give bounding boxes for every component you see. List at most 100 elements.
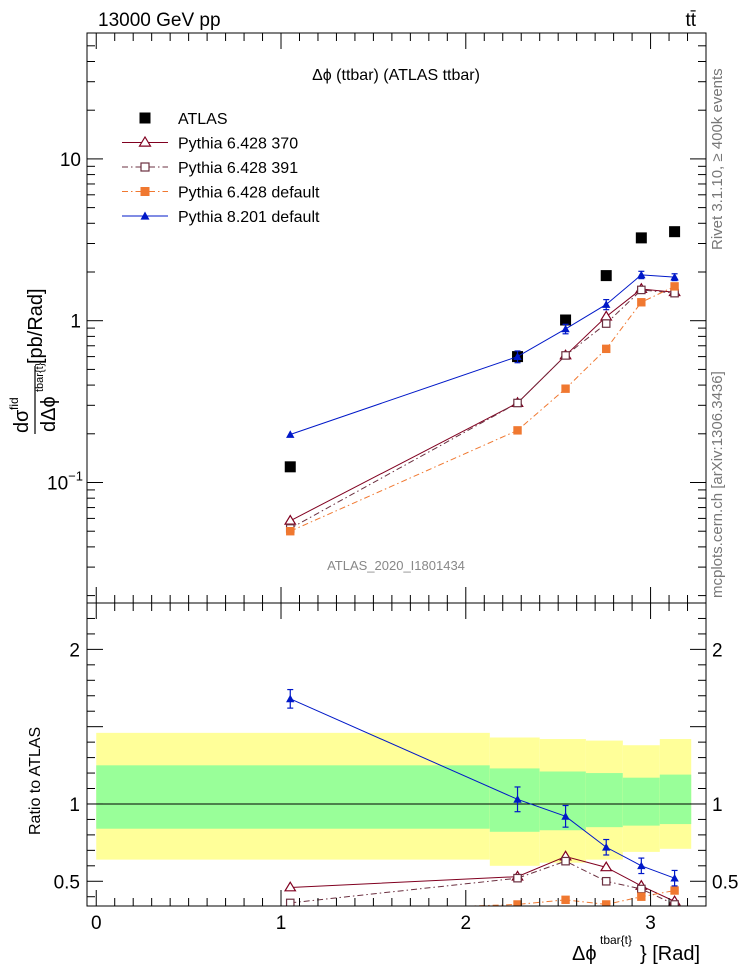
data-point (599, 860, 613, 872)
legend-label: Pythia 6.428 default (178, 185, 320, 202)
data-point (513, 352, 522, 360)
legend-marker (140, 187, 150, 196)
series-line-pythia-6-428-370 (290, 288, 675, 522)
data-point (286, 694, 295, 703)
legend-item-pythia-6-428-370: Pythia 6.428 370 (122, 136, 298, 153)
series-pythia-8-201-default (286, 270, 679, 438)
x-tick-label: 2 (461, 913, 472, 934)
data-point (285, 898, 295, 906)
main-y-label: d σ fid dΔϕ tbar{t} [pb/Rad] (7, 288, 60, 434)
data-point (513, 795, 522, 803)
ylabel-sigma: σ (11, 409, 33, 422)
y-tick-label: 10−1 (47, 469, 83, 495)
legend-marker (139, 112, 151, 124)
ylabel-d2-sub: tbar{t} (34, 362, 46, 392)
data-point (601, 319, 611, 328)
header-process: tt̄ (685, 10, 696, 31)
uncertainty-band-inner (539, 771, 586, 831)
xlabel-tail: } [Rad] (640, 943, 700, 965)
data-point (561, 351, 570, 360)
data-point (601, 876, 611, 886)
uncertainty-band-inner (489, 768, 540, 832)
uncertainty-band-inner (585, 773, 623, 828)
legend-label: Pythia 6.428 370 (178, 136, 298, 153)
ylabel-sigma-sup: fid (7, 397, 21, 410)
data-point (283, 881, 297, 892)
data-point (561, 384, 570, 393)
ratio-y-label: Ratio to ATLAS (27, 727, 44, 835)
series-pythia-8-201-default (286, 688, 679, 887)
ratio-y-tick-label: 2 (69, 640, 80, 661)
ylabel-d2: dΔϕ (38, 396, 60, 432)
data-point (513, 900, 522, 906)
data-point (513, 873, 522, 883)
ratio-y-tick-label-right: 1 (712, 795, 723, 816)
ylabel-unit: [pb/Rad] (25, 288, 47, 364)
series-pythia-6-428-default (286, 886, 679, 916)
data-point (670, 900, 679, 906)
data-point (513, 398, 522, 408)
xlabel-main: Δϕ (572, 943, 597, 965)
data-point (637, 270, 646, 279)
y-tick-label: 1 (70, 312, 81, 333)
series-pythia-6-428-391 (285, 285, 679, 533)
data-point (602, 843, 611, 851)
data-point (635, 232, 647, 244)
series-pythia-6-428-default (286, 282, 679, 536)
series-pythia-6-428-370 (283, 282, 681, 525)
data-point (670, 282, 679, 291)
data-point (600, 270, 612, 282)
header-energy: 13000 GeV pp (98, 10, 221, 31)
legend-label: ATLAS (178, 111, 228, 128)
data-point (561, 812, 570, 820)
xlabel-sup: tbar{t} (600, 933, 632, 947)
main-panel: 10−1 1 10 Δϕ (ttbar) (ATLAS ttbar) ATLAS_2… (7, 32, 707, 604)
ratio-y-tick-label-right: 2 (712, 640, 723, 661)
ratio-frame (86, 602, 707, 907)
ratio-panel: 0.5 0.5 1 1 2 2 0 1 2 3 Ratio to ATLAS Δϕ tbar{t}… (27, 602, 738, 965)
data-point (561, 856, 570, 866)
x-tick-label: 0 (91, 913, 102, 934)
data-point (670, 886, 679, 895)
data-point (637, 861, 646, 870)
data-point (602, 900, 611, 906)
data-point (286, 908, 294, 916)
data-point (561, 895, 570, 905)
data-point (283, 514, 297, 525)
plot-title: Δϕ (ttbar) (ATLAS ttbar) (312, 67, 480, 84)
data-point (560, 314, 572, 326)
series-line-pythia-6-428-370 (290, 856, 675, 902)
series-pythia-6-428-391 (285, 856, 679, 906)
legend-item-pythia-6-428-default: Pythia 6.428 default (122, 185, 320, 202)
ratio-y-tick-label: 1 (69, 795, 80, 816)
data-point (286, 430, 295, 438)
data-point (599, 310, 613, 321)
data-point (637, 285, 646, 295)
legend-label: Pythia 8.201 default (178, 209, 320, 226)
data-point (637, 298, 646, 307)
legend-item-atlas: ATLAS (139, 111, 228, 128)
rivet-label: Rivet 3.1.10, ≥ 400k events (709, 68, 726, 250)
ylabel-d1: d (11, 422, 33, 433)
uncertainty-band-inner (622, 777, 660, 826)
ratio-y-tick-label: 0.5 (54, 872, 80, 893)
series-line-pythia-6-428-default (290, 285, 675, 532)
series-line-pythia-8-201-default (290, 698, 675, 879)
data-point (602, 300, 611, 308)
data-point (670, 272, 679, 281)
data-point (284, 461, 296, 473)
legend-item-pythia-8-201-default: Pythia 8.201 default (122, 209, 320, 226)
legend-label: Pythia 6.428 391 (178, 160, 298, 177)
data-point (513, 426, 522, 435)
uncertainty-band-inner (96, 765, 490, 829)
legend-item-pythia-6-428-391: Pythia 6.428 391 (122, 160, 298, 177)
data-point (637, 892, 646, 901)
data-point (286, 527, 295, 536)
data-point (561, 324, 570, 333)
legend: ATLAS Pythia 6.428 370 Pythia 6.428 391 Pyt… (122, 111, 320, 226)
x-tick-label: 1 (276, 913, 287, 934)
series-atlas (284, 226, 681, 473)
data-point (637, 884, 646, 894)
legend-marker (140, 162, 150, 172)
